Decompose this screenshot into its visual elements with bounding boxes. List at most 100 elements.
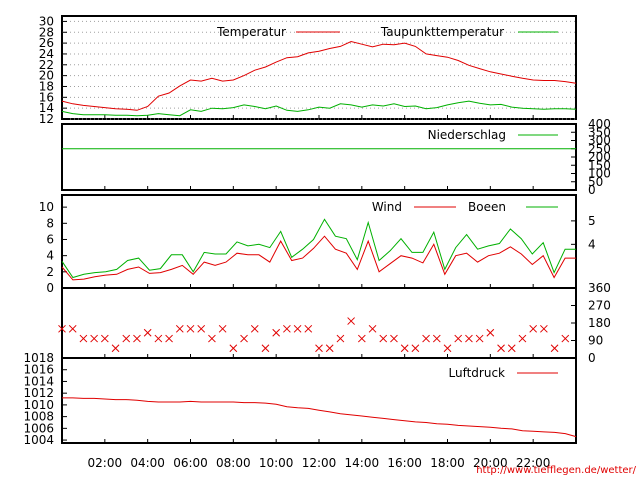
legend-label-taupunkttemperatur: Taupunkttemperatur [380,25,504,39]
direction-point [486,328,495,337]
y-tick-label: 8 [46,216,54,230]
direction-point [443,344,452,353]
direction-point [208,334,216,343]
y-tick-label: 26 [39,36,54,50]
y2-tick-label: 250 [588,142,611,156]
wind-direction-frame [61,287,577,359]
x-tick-label: 16:00 [387,456,422,470]
y-tick-label: 1016 [23,363,54,377]
wind-direction-panel: 0 90 180 270 360 [58,281,611,365]
source-link[interactable]: http://www.tiefflegen.de/wetter/ [476,465,636,476]
direction-point [390,334,398,343]
legend-label-luftdruck: Luftdruck [448,366,505,380]
y2-tick-label: 360 [588,281,611,295]
y-tick-label: 6 [46,232,54,246]
y2-tick-label: 4 [588,237,596,251]
direction-point [400,344,409,353]
y2-tick-label: 50 [588,175,603,189]
direction-point [154,334,163,343]
y2-tick-label: 5 [588,214,596,228]
y-tick-label: 12 [39,112,54,126]
direction-point [454,334,463,343]
direction-point [240,334,248,343]
x-tick-label: 04:00 [130,456,165,470]
series-line-temperatur [61,40,577,111]
y-tick-label: 2 [46,265,54,279]
direction-point [58,324,66,333]
y2-tick-label: 200 [588,150,611,164]
y-tick-label: 1014 [23,374,54,388]
direction-point [432,334,441,343]
x-tick-label: 20:00 [473,456,508,470]
direction-point [122,334,131,343]
direction-point [250,324,259,333]
direction-point [529,324,538,333]
y2-tick-label: 300 [588,134,611,148]
y-tick-label: 1008 [23,410,54,424]
x-tick-label: 02:00 [88,456,123,470]
legend-label-niederschlag: Niederschlag [428,128,506,142]
y-tick-label: 1010 [23,398,54,412]
y2-tick-label: 100 [588,167,611,181]
direction-point [143,328,152,337]
direction-point [304,324,313,333]
y2-tick-label: 350 [588,125,611,139]
legend-label-wind: Wind [372,200,402,214]
direction-point [90,334,98,343]
direction-point [68,324,77,333]
x-tick-label: 10:00 [259,456,294,470]
direction-point [133,334,141,343]
y-tick-label: 20 [39,69,54,83]
y-tick-label: 18 [39,79,54,93]
direction-point [218,324,227,333]
direction-point [411,344,420,353]
direction-point [293,324,302,333]
direction-point [229,344,238,353]
legend-label-temperatur: Temperatur [216,25,286,39]
direction-point [518,334,527,343]
direction-point [422,334,430,343]
y-tick-label: 24 [39,47,54,61]
direction-point [561,334,570,343]
direction-point [550,344,559,353]
series-line-wind [61,235,576,281]
direction-point [100,334,109,343]
series-line-luftdruck [62,397,577,438]
direction-point [368,324,377,333]
y-tick-label: 14 [39,101,54,115]
y-tick-label: 0 [46,281,54,295]
y-tick-label: 1018 [23,351,54,365]
y-tick-label: 1004 [23,433,54,447]
direction-point [315,344,323,353]
direction-point [497,344,505,353]
direction-point [186,324,195,333]
direction-point [347,317,355,325]
direction-point [325,344,334,353]
direction-point [197,324,206,333]
y2-tick-label: 180 [588,316,611,330]
y-tick-label: 4 [46,249,54,263]
y2-tick-label: 90 [588,334,603,348]
y2-tick-label: 270 [588,299,611,313]
y-tick-label: 1006 [23,421,54,435]
direction-point [272,328,281,337]
y-tick-label: 1012 [23,386,54,400]
direction-point [261,344,270,353]
direction-point [175,324,184,333]
y2-tick-label: 150 [588,158,611,172]
x-tick-label: 14:00 [345,456,380,470]
wind-panel: 0 2 4 6 8 10 4 5 Wind Boeen [39,194,596,295]
x-tick-label: 18:00 [430,456,465,470]
series-line-taupunkttemperatur [61,100,577,117]
direction-point [357,334,366,343]
y-tick-label: 10 [39,200,54,214]
y2-tick-label: 400 [588,117,611,131]
direction-point [283,324,291,333]
y-tick-label: 22 [39,58,54,72]
direction-point [475,334,484,343]
direction-point [465,334,473,343]
